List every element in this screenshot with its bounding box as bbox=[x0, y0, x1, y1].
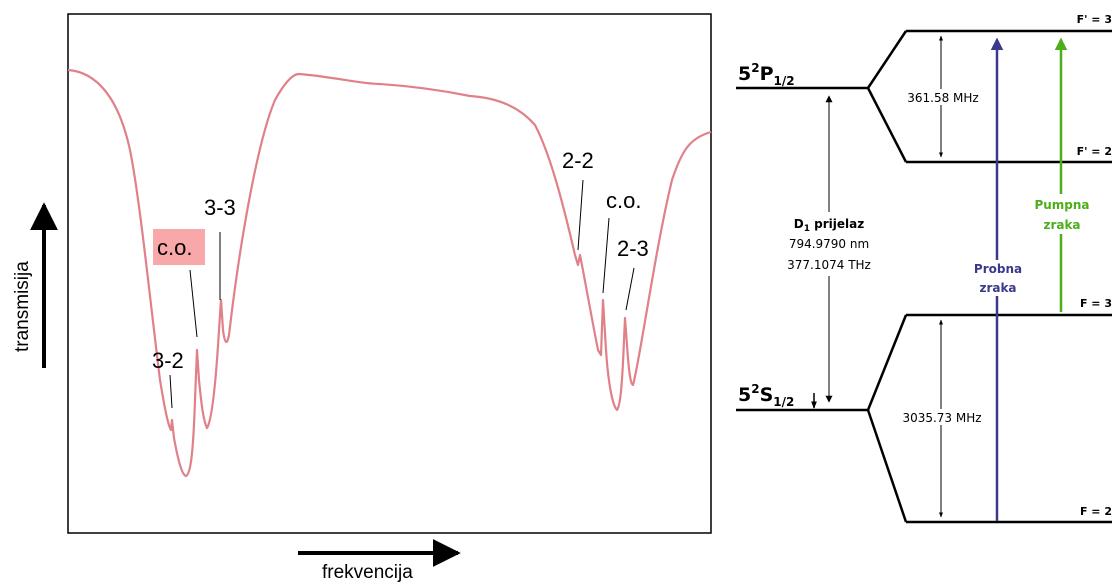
d1-frequency: 377.1074 THz bbox=[787, 258, 871, 272]
probe-label-line2: zraka bbox=[979, 281, 1016, 295]
spectrum-panel: 3-2 c.o. 3-3 2-2 c.o. 2-3 frekvencija tr… bbox=[12, 13, 712, 582]
plot-frame bbox=[67, 13, 712, 534]
excited-state-label: 52P1/2 bbox=[738, 61, 795, 88]
excited-split-down bbox=[866, 87, 908, 163]
leader-2-2 bbox=[577, 179, 584, 251]
co-highlight-box bbox=[153, 229, 205, 265]
label-3-3: 3-3 bbox=[204, 195, 236, 220]
excited-splitting-bg bbox=[897, 89, 989, 105]
excited-splitting-label: 361.58 MHz bbox=[907, 91, 978, 105]
leader-co-right bbox=[602, 217, 610, 294]
leader-3-2 bbox=[169, 374, 173, 409]
ground-splitting-bg bbox=[890, 409, 994, 425]
label-3-2: 3-2 bbox=[152, 348, 184, 373]
d1-info-bg bbox=[770, 212, 888, 276]
label-Fp3: F' = 3 bbox=[1077, 13, 1112, 26]
x-axis-label: frekvencija bbox=[322, 562, 413, 582]
d1-name: D1 prijelaz bbox=[794, 217, 864, 234]
ground-split-up bbox=[866, 314, 908, 411]
y-axis-label: transmisija bbox=[12, 261, 33, 352]
ground-splitting-label: 3035.73 MHz bbox=[902, 411, 981, 425]
leader-2-3 bbox=[625, 267, 635, 311]
ground-split-down bbox=[866, 409, 908, 523]
label-Fp2: F' = 2 bbox=[1077, 145, 1112, 158]
label-F2: F = 2 bbox=[1080, 505, 1112, 518]
label-co-left: c.o. bbox=[157, 235, 192, 260]
transmission-trace bbox=[67, 68, 712, 478]
label-co-right: c.o. bbox=[606, 188, 641, 213]
leader-co-left bbox=[189, 269, 198, 338]
pump-label-line2: zraka bbox=[1043, 218, 1080, 232]
ground-state-label: 52S1/2 bbox=[738, 382, 794, 409]
label-F3: F = 3 bbox=[1080, 297, 1112, 310]
label-2-2: 2-2 bbox=[562, 148, 594, 173]
pump-label-line1: Pumpna bbox=[1034, 198, 1089, 212]
level-diagram: 52P1/2 52S1/2 F' = 3 F' = 2 F = 3 F = 2 … bbox=[736, 13, 1112, 524]
probe-label-line1: Probna bbox=[974, 262, 1022, 276]
d1-wavelength: 794.9790 nm bbox=[789, 237, 869, 251]
label-2-3: 2-3 bbox=[617, 236, 649, 261]
probe-label-bg bbox=[963, 260, 1033, 296]
excited-split-up bbox=[866, 30, 908, 89]
pump-label-bg bbox=[1028, 194, 1096, 234]
